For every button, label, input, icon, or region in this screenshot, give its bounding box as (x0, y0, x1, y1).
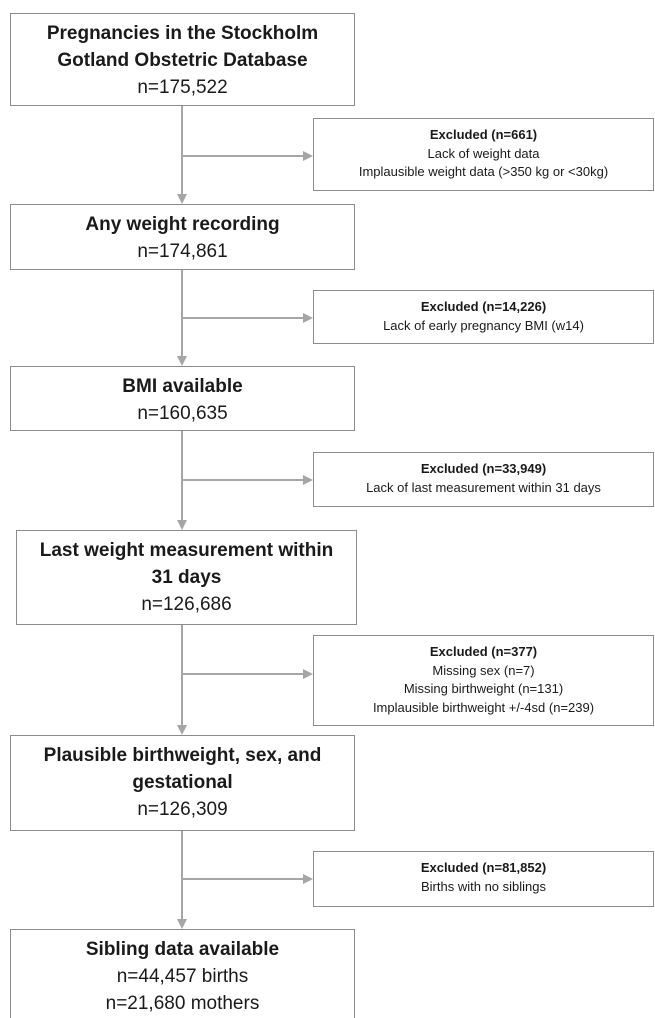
step-title: Any weight recording (85, 214, 280, 235)
step-count: n=44,457 births (116, 966, 249, 987)
exclusion-reason: Implausible weight data (>350 kg or <30k… (358, 164, 609, 179)
step-title: 31 days (151, 567, 222, 588)
step-box-last-measurement: Last weight measurement within 31 days n… (16, 530, 357, 625)
step-box-plausible-birthweight: Plausible birthweight, sex, and gestatio… (10, 735, 355, 831)
step-title: Last weight measurement within (39, 540, 334, 561)
step-count: n=126,686 (141, 594, 232, 615)
step-box-weight-recording: Any weight recording n=174,861 (10, 204, 355, 270)
exclusion-title: Excluded (n=661) (429, 127, 538, 142)
step-title: Plausible birthweight, sex, and (43, 745, 322, 766)
step-title: Pregnancies in the Stockholm (46, 23, 319, 44)
exclusion-reason: Lack of weight data (427, 145, 540, 161)
exclusion-box-2: Excluded (n=14,226) Lack of early pregna… (313, 290, 654, 344)
step-box-bmi-available: BMI available n=160,635 (10, 366, 355, 431)
exclusion-reason: Births with no siblings (421, 878, 546, 894)
exclusion-reason: Implausible birthweight +/-4sd (n=239) (372, 699, 595, 715)
exclusion-reason: Missing sex (n=7) (432, 662, 535, 678)
exclusion-title: Excluded (n=14,226) (420, 299, 547, 314)
step-box-database: Pregnancies in the Stockholm Gotland Obs… (10, 13, 355, 106)
exclusion-title: Excluded (n=33,949) (420, 461, 547, 476)
step-count: n=175,522 (137, 77, 228, 98)
step-box-sibling-data: Sibling data available n=44,457 births n… (10, 929, 355, 1018)
step-count: n=21,680 mothers (105, 993, 260, 1014)
exclusion-box-5: Excluded (n=81,852) Births with no sibli… (313, 851, 654, 907)
step-title: BMI available (122, 376, 243, 397)
exclusion-reason: Lack of last measurement within 31 days (366, 479, 601, 495)
step-count: n=160,635 (137, 403, 228, 424)
exclusion-reason: Missing birthweight (n=131) (403, 681, 564, 696)
exclusion-title: Excluded (n=81,852) (420, 860, 547, 875)
exclusion-box-4: Excluded (n=377) Missing sex (n=7) Missi… (313, 635, 654, 726)
step-title: Gotland Obstetric Database (57, 50, 308, 71)
exclusion-reason: Lack of early pregnancy BMI (w14) (383, 317, 584, 333)
step-count: n=174,861 (137, 241, 228, 262)
exclusion-title: Excluded (n=377) (429, 644, 538, 659)
step-title: gestational (132, 772, 233, 793)
exclusion-box-1: Excluded (n=661) Lack of weight data Imp… (313, 118, 654, 191)
step-count: n=126,309 (137, 799, 228, 820)
exclusion-box-3: Excluded (n=33,949) Lack of last measure… (313, 452, 654, 507)
step-title: Sibling data available (85, 939, 280, 960)
